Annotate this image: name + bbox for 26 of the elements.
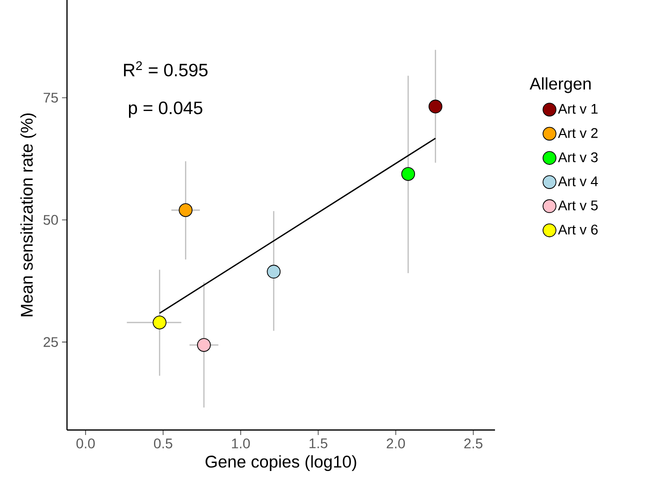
x-tick-label: 2.5 <box>464 438 482 448</box>
x-tick-label: 2.0 <box>386 438 405 448</box>
point <box>401 167 416 181</box>
legend-label: Art v 5 <box>558 200 598 210</box>
y-tick-label: 75 <box>44 92 58 103</box>
point <box>152 316 166 330</box>
legend-label: Art v 4 <box>558 176 598 186</box>
legend-label: Art v 6 <box>558 224 598 235</box>
y-tick-label: 50 <box>44 214 58 225</box>
x-tick-label: 0.5 <box>154 438 172 448</box>
point <box>197 338 211 352</box>
y-tick-label: 25 <box>44 337 58 347</box>
legend-label: Art v 3 <box>558 152 598 162</box>
y-axis-title: Mean sensitization rate (%) <box>20 113 36 316</box>
annotation: p = 0.045 <box>128 102 202 118</box>
x-tick-label: 1.5 <box>310 438 328 448</box>
legend-title: Allergen <box>530 77 591 94</box>
annotation: R$^{2}$ = 0.595 <box>124 61 208 76</box>
legend-label: Art v 2 <box>558 128 598 138</box>
point <box>266 264 281 279</box>
legend-label: Art v 1 <box>558 104 598 114</box>
point <box>178 203 193 217</box>
point <box>428 100 442 114</box>
x-tick-label: 0.0 <box>76 438 95 448</box>
x-axis-title: Gene copies (log10) <box>206 455 356 472</box>
x-tick-label: 1.0 <box>232 438 250 448</box>
